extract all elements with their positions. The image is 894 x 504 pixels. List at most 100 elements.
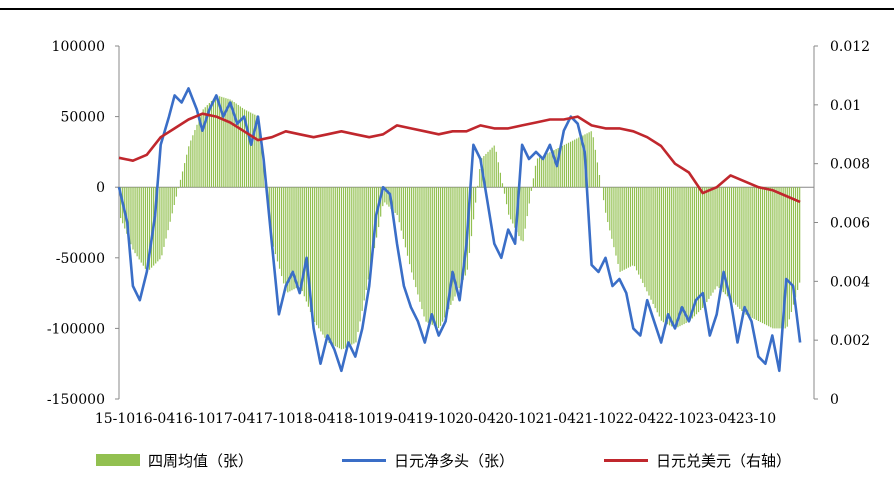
bar: [252, 113, 254, 188]
bar: [720, 187, 722, 291]
right-tick-label: 0.006: [830, 216, 870, 232]
bar: [404, 187, 407, 248]
bar: [625, 187, 627, 269]
bar: [726, 187, 729, 297]
bar: [524, 187, 526, 229]
bar: [196, 124, 198, 188]
bar: [157, 187, 159, 262]
bar: [761, 187, 764, 324]
bar: [307, 187, 310, 307]
bar: [460, 187, 462, 284]
bar: [148, 187, 151, 270]
x-tick-label: 20-10: [495, 411, 535, 427]
bar: [532, 178, 535, 188]
bar: [790, 187, 793, 313]
bar: [588, 132, 590, 188]
bar: [142, 187, 144, 266]
bar: [652, 187, 654, 304]
bar: [373, 187, 376, 249]
bar: [654, 187, 656, 309]
bar: [233, 102, 235, 188]
bar: [384, 187, 386, 203]
bar: [646, 187, 648, 292]
bar: [623, 187, 625, 270]
legend-item-net-long: 日元净多头（张）: [342, 448, 514, 472]
bar: [231, 100, 233, 188]
left-tick-label: -100000: [47, 321, 105, 337]
bar: [406, 187, 409, 256]
bar: [136, 187, 138, 257]
x-tick-label: 22-04: [616, 411, 656, 427]
legend-swatch-usdjpy: [604, 458, 648, 462]
bar: [214, 96, 217, 188]
bar: [184, 163, 186, 188]
bar: [126, 187, 128, 234]
bar: [332, 187, 334, 346]
bar: [442, 187, 444, 322]
bar: [217, 95, 219, 188]
bar: [278, 187, 281, 269]
net-long-line: [117, 87, 802, 373]
bar: [693, 187, 696, 317]
bar: [398, 187, 400, 223]
bar: [431, 187, 433, 325]
bar: [491, 147, 493, 188]
bar: [633, 187, 636, 267]
bar: [272, 187, 274, 247]
legend-swatch-net-long: [342, 458, 386, 462]
bar: [155, 187, 157, 264]
bar: [768, 187, 770, 327]
bar: [582, 135, 584, 188]
legend-label-net-long: 日元净多头（张）: [394, 451, 515, 470]
bar: [530, 187, 532, 191]
bar: [212, 98, 215, 188]
x-tick-label: 16-04: [135, 411, 175, 427]
bar: [179, 179, 182, 188]
bar: [301, 187, 303, 292]
bar: [627, 187, 629, 268]
bar: [699, 187, 702, 311]
x-tick-label: 18-04: [295, 411, 335, 427]
bar: [177, 187, 180, 189]
bar: [435, 187, 438, 327]
bar: [716, 187, 718, 287]
bar: [134, 187, 136, 254]
bar: [400, 187, 402, 231]
bar: [415, 187, 417, 288]
bar: [555, 149, 557, 188]
bar: [617, 187, 619, 264]
bar: [497, 162, 499, 188]
bar: [200, 114, 202, 188]
bar: [299, 187, 301, 287]
bar: [171, 187, 173, 214]
bar: [260, 138, 262, 188]
bar: [429, 187, 431, 324]
bar: [685, 187, 687, 324]
bar: [642, 187, 644, 283]
bar: [198, 119, 200, 188]
bar: [737, 187, 739, 307]
bar: [394, 187, 396, 213]
chart: 100000 50000 0 -50000 -100000 -150000 0.012 0.0…: [47, 39, 870, 427]
bar: [576, 138, 578, 188]
bar: [314, 187, 316, 323]
bar: [243, 109, 246, 188]
x-tick-label: 17-04: [215, 411, 255, 427]
bar: [159, 187, 161, 260]
bar: [559, 146, 561, 188]
bar: [367, 187, 369, 280]
bar: [687, 187, 689, 322]
bar: [175, 187, 177, 197]
bar: [611, 187, 613, 239]
bar: [140, 187, 142, 263]
bar: [328, 187, 330, 344]
bar: [706, 187, 708, 303]
bar: [295, 187, 297, 289]
bar: [697, 187, 700, 313]
bar: [293, 187, 295, 290]
bar: [656, 187, 658, 313]
right-tick-label: 0.004: [830, 274, 870, 290]
bar: [704, 187, 706, 306]
bar: [305, 187, 307, 302]
bar: [402, 187, 404, 239]
